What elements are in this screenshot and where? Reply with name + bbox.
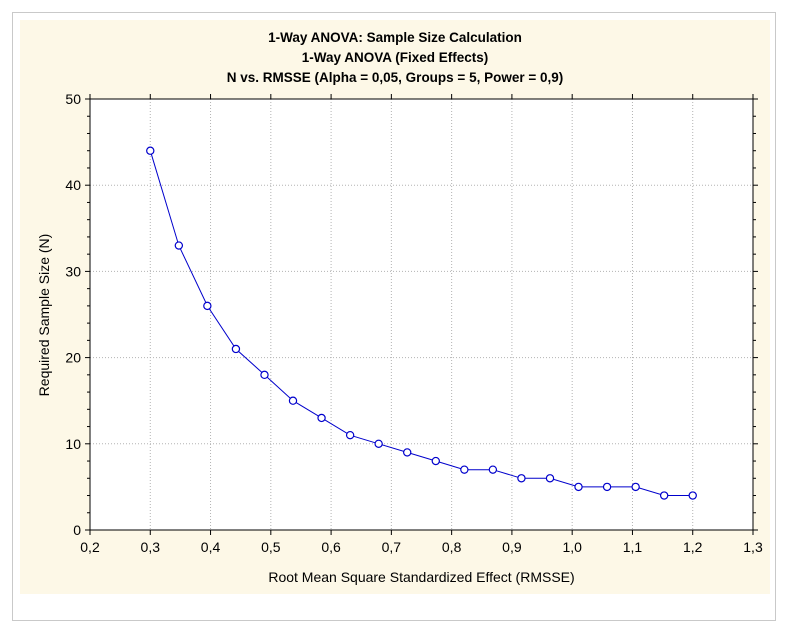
y-axis-label: Required Sample Size (N) [36,233,52,397]
data-point [602,482,612,492]
plot-border [89,98,754,531]
x-tick-label: 0,9 [502,539,522,555]
x-tick-label: 1,2 [683,539,703,555]
data-point [260,370,269,380]
x-tick-label: 1,3 [743,539,763,555]
data-point [231,344,241,354]
x-tick-label: 1,1 [623,539,643,555]
data-point [403,448,412,457]
x-tick-label: 0,4 [201,539,221,555]
data-point [345,430,355,440]
x-tick-label: 0,7 [382,539,402,555]
data-point [146,146,155,155]
data-point [488,465,498,474]
x-tick-label: 0,8 [442,539,462,555]
data-point [288,396,298,405]
x-axis-label: Root Mean Square Standardized Effect (RM… [268,569,575,585]
y-tick-label: 50 [65,91,81,107]
data-point [460,465,469,474]
x-tick-label: 0,2 [80,539,100,555]
data-point [659,491,669,500]
y-tick-label: 10 [65,436,81,452]
series-line [149,150,693,496]
data-point [574,482,583,492]
data-point [688,491,697,500]
data-point [517,474,526,483]
x-tick-label: 1,0 [562,539,582,555]
y-tick-label: 40 [65,177,81,193]
data-point [374,439,383,448]
chart-title-line-1: 1-Way ANOVA: Sample Size Calculation [268,30,522,45]
data-point [174,241,184,250]
x-tick-label: 0,6 [321,539,341,555]
y-tick-label: 20 [65,350,81,366]
y-tick-label: 0 [73,522,81,538]
x-tick-label: 0,5 [261,539,281,555]
chart-title-line-3: N vs. RMSSE (Alpha = 0,05, Groups = 5, P… [226,70,564,85]
data-point [545,474,555,483]
y-tick-label: 30 [65,263,81,279]
data-point [431,456,440,466]
chart-title-line-2: 1-Way ANOVA (Fixed Effects) [301,50,489,65]
data-point [317,413,326,423]
data-point [203,301,212,311]
plot-area [90,99,753,530]
data-point [631,482,640,492]
x-tick-label: 0,3 [141,539,161,555]
